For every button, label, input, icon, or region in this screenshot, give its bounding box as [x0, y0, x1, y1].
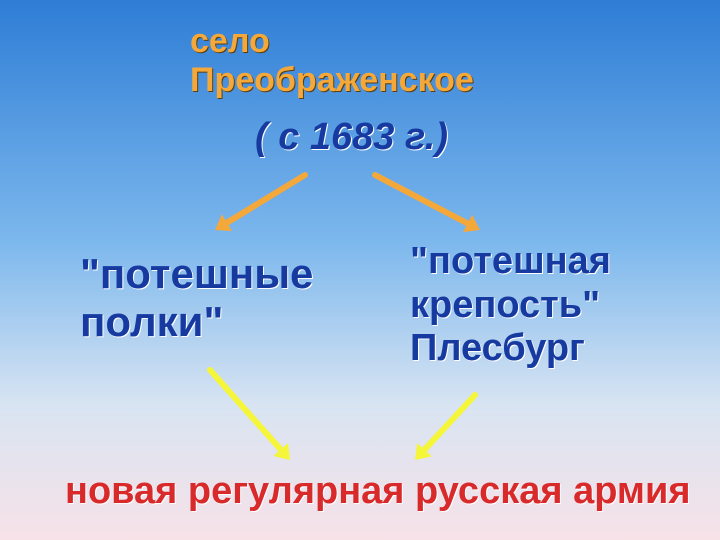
left-branch-node: "потешные полки" [80, 250, 313, 347]
right-branch-node: "потешная крепость" Плесбург [410, 240, 611, 371]
title-node: село Преображенское [190, 22, 474, 100]
year-node: ( с 1683 г.) [255, 116, 448, 160]
bottom-node: новая регулярная русская армия [65, 470, 691, 514]
